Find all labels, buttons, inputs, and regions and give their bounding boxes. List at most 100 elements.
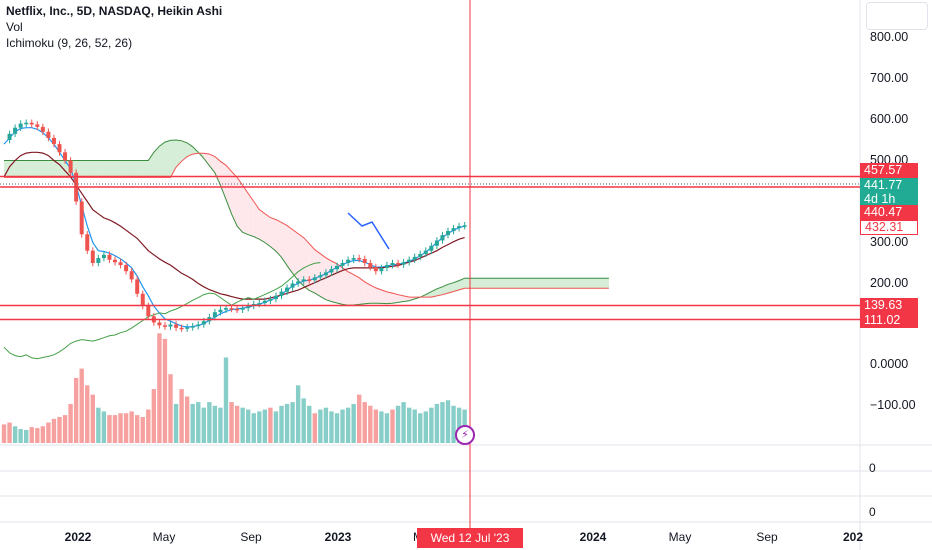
price-candle	[290, 280, 295, 291]
price-candle	[434, 237, 439, 250]
cloud-segment	[464, 278, 471, 289]
volume-bar	[234, 405, 240, 443]
candle-body	[140, 293, 145, 307]
price-candle	[418, 250, 423, 261]
ichimoku-cloud	[4, 139, 609, 306]
cloud-segment	[509, 278, 515, 289]
crosshair-date-label: Wed 12 Jul '23	[417, 528, 523, 548]
volume-bar	[196, 402, 201, 443]
volume-bar	[96, 407, 101, 443]
candle-body	[18, 123, 23, 128]
cloud-segment	[597, 278, 604, 289]
volume-bar	[290, 402, 295, 443]
volume-bar	[51, 418, 57, 443]
candle-body	[457, 226, 462, 229]
price-candle	[140, 290, 145, 310]
price-candle	[373, 263, 378, 275]
legend-ichimoku[interactable]: Ichimoku (9, 26, 52, 26)	[6, 36, 133, 50]
cloud-segment	[481, 278, 487, 289]
cloud-segment	[536, 278, 543, 289]
price-candle	[246, 302, 251, 312]
volume-bar	[273, 411, 279, 443]
horizontal-levels[interactable]	[0, 175, 860, 321]
price-tag-440: 440.47	[860, 205, 918, 220]
cloud-segment	[442, 284, 448, 295]
cloud-segment	[520, 278, 526, 289]
price-tag-432: 432.31	[860, 220, 918, 235]
volume-bar	[201, 407, 206, 443]
cloud-segment	[53, 160, 60, 178]
volume-bar	[418, 413, 423, 443]
price-candle	[279, 288, 284, 300]
volume-bar	[440, 402, 445, 443]
cloud-segment	[425, 291, 432, 298]
price-candle	[40, 123, 45, 136]
price-candle	[179, 324, 184, 332]
price-tag-111: 111.02	[860, 313, 918, 328]
candle-body	[212, 312, 217, 318]
volume-bar	[423, 411, 428, 443]
candle-body	[229, 308, 234, 310]
cloud-segment	[403, 295, 410, 302]
cloud-segment	[275, 219, 282, 258]
candle-body	[174, 324, 179, 328]
cloud-segment	[470, 278, 476, 289]
cloud-segment	[375, 287, 382, 304]
price-scale-toggle[interactable]	[866, 2, 928, 30]
lightning-icon[interactable]: ⚡	[455, 425, 475, 445]
volume-bar	[429, 407, 434, 443]
price-candle	[168, 321, 173, 330]
cloud-segment	[559, 278, 565, 289]
time-tick: Sep	[240, 530, 262, 544]
volume-bar	[323, 407, 329, 443]
candle-body	[168, 324, 173, 327]
price-tick: 200.00	[870, 276, 909, 290]
price-candle	[451, 224, 456, 235]
price-candle	[185, 324, 190, 332]
volume-bar	[123, 413, 129, 443]
candle-body	[35, 124, 40, 127]
price-candle	[174, 321, 179, 332]
price-candle	[273, 292, 278, 303]
candle-body	[379, 267, 384, 272]
volume-bar	[212, 405, 218, 443]
price-candle	[190, 322, 195, 331]
cloud-segment	[448, 282, 454, 294]
price-candle	[396, 259, 401, 268]
cloud-segment	[98, 160, 104, 178]
candle-body	[113, 259, 117, 263]
cloud-segment	[431, 288, 437, 298]
price-candle	[268, 295, 273, 304]
candle-body	[429, 245, 434, 251]
candle-body	[290, 283, 295, 288]
candle-body	[351, 258, 356, 260]
volume-bar	[157, 333, 162, 443]
cloud-segment	[564, 278, 571, 289]
candle-body	[46, 131, 51, 138]
leading-span-b	[4, 152, 609, 298]
volume-bar	[118, 413, 123, 443]
price-candle	[357, 254, 362, 263]
volume-bar	[268, 407, 273, 443]
cloud-segment	[586, 278, 593, 289]
candle-body	[401, 262, 406, 265]
legend-title[interactable]: Netflix, Inc., 5D, NASDAQ, Heikin Ashi	[6, 4, 223, 18]
cloud-segment	[231, 171, 238, 227]
volume-bar	[406, 407, 412, 443]
price-candle	[129, 267, 134, 283]
cloud-segment	[353, 274, 360, 306]
cloud-segment	[48, 160, 54, 178]
cloud-segment	[292, 229, 299, 281]
cloud-segment	[303, 237, 310, 291]
volume-bar	[218, 407, 223, 443]
volume-bar	[301, 398, 306, 443]
cloud-segment	[142, 160, 149, 178]
price-candle	[79, 198, 84, 238]
candle-body	[124, 265, 129, 272]
volume-bar	[168, 374, 173, 443]
volume-bar	[24, 429, 29, 443]
volume-bar	[357, 394, 362, 443]
legend-vol[interactable]: Vol	[6, 20, 23, 34]
candle-body	[285, 287, 290, 292]
